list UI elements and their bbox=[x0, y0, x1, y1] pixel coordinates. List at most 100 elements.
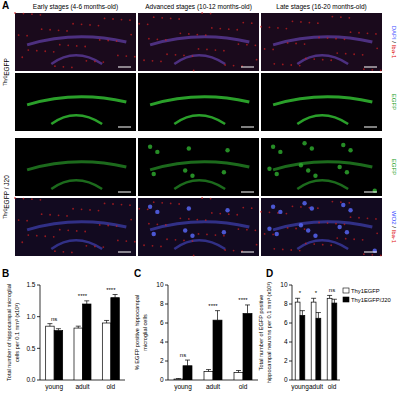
y-tick-label: 4 bbox=[284, 338, 288, 345]
cell-dot bbox=[148, 223, 150, 225]
cell-dot bbox=[161, 17, 163, 19]
error-cap bbox=[215, 310, 220, 311]
cell-dot bbox=[98, 210, 100, 212]
micrograph bbox=[261, 73, 382, 131]
micrograph-background bbox=[138, 138, 259, 196]
micrograph bbox=[15, 73, 136, 131]
plaque bbox=[190, 174, 194, 178]
cell-dot bbox=[40, 14, 42, 16]
plaque bbox=[155, 150, 159, 154]
y-tick-label: 10 bbox=[280, 281, 288, 288]
cell-dot bbox=[54, 250, 56, 252]
error-cap bbox=[104, 320, 109, 321]
cell-dot bbox=[362, 239, 364, 241]
plaque bbox=[341, 203, 345, 207]
cell-dot bbox=[125, 55, 127, 57]
cell-dot bbox=[102, 246, 104, 248]
bars bbox=[174, 305, 252, 380]
micrograph-background bbox=[261, 138, 382, 196]
cell-dot bbox=[41, 28, 43, 30]
cell-dot bbox=[18, 34, 20, 36]
cell-dot bbox=[198, 233, 200, 235]
label-part: EGFP bbox=[391, 159, 397, 175]
cell-dot bbox=[304, 228, 306, 230]
y-axis-label: microglial cells bbox=[142, 314, 148, 351]
cell-dot bbox=[76, 45, 78, 47]
plaque bbox=[337, 165, 341, 169]
y-tick-label: 0.5 bbox=[26, 345, 35, 352]
cell-dot bbox=[363, 68, 365, 70]
micrograph bbox=[15, 138, 136, 196]
cell-dot bbox=[205, 219, 207, 221]
plaque bbox=[302, 141, 306, 145]
cell-dot bbox=[59, 229, 61, 231]
bar bbox=[243, 314, 252, 381]
plaque bbox=[225, 208, 229, 212]
y-tick bbox=[289, 285, 292, 286]
error-bar bbox=[84, 301, 89, 304]
cell-dot bbox=[89, 24, 91, 26]
bars bbox=[46, 295, 120, 381]
cell-dot bbox=[219, 28, 221, 30]
cell-dot bbox=[23, 13, 25, 15]
y-tick-label: 2 bbox=[284, 357, 288, 364]
panel-label: A bbox=[2, 0, 9, 11]
cell-dot bbox=[286, 28, 288, 30]
cell-dot bbox=[375, 218, 377, 220]
error-cap bbox=[176, 378, 181, 379]
bar bbox=[46, 326, 55, 380]
cell-dot bbox=[179, 217, 181, 219]
cell-dot bbox=[272, 49, 274, 51]
error-cap bbox=[316, 312, 321, 313]
bar bbox=[54, 331, 63, 380]
cell-dot bbox=[117, 240, 119, 242]
bar bbox=[332, 303, 337, 380]
bar bbox=[74, 328, 83, 380]
cell-dot bbox=[134, 241, 136, 243]
cell-dot bbox=[183, 240, 185, 242]
cell-dot bbox=[205, 34, 207, 36]
cell-dot bbox=[246, 44, 248, 46]
hippocampus-layer bbox=[273, 37, 372, 45]
error-line bbox=[187, 360, 188, 366]
cell-dot bbox=[152, 245, 154, 247]
bar bbox=[183, 366, 192, 380]
dentate-gyrus bbox=[51, 240, 102, 249]
cell-dot bbox=[188, 218, 190, 220]
cell-dot bbox=[305, 58, 307, 60]
cell-dot bbox=[129, 19, 131, 21]
error-cap bbox=[245, 304, 250, 305]
y-tick-label: 4 bbox=[160, 338, 164, 345]
cell-dot bbox=[72, 208, 74, 210]
cell-dot bbox=[67, 44, 69, 46]
cell-dot bbox=[192, 240, 194, 242]
hippocampus-layer bbox=[273, 222, 372, 230]
micrograph bbox=[14, 197, 136, 256]
bar bbox=[295, 302, 300, 380]
y-tick bbox=[165, 323, 168, 324]
y-axis bbox=[40, 285, 41, 380]
error-cap bbox=[236, 370, 241, 371]
cell-dot bbox=[371, 254, 373, 256]
plaque bbox=[345, 170, 349, 174]
cell-dot bbox=[129, 204, 131, 206]
cell-dot bbox=[290, 249, 292, 251]
cell-dot bbox=[223, 50, 225, 52]
hippocampus-layer bbox=[150, 162, 249, 170]
error-line bbox=[313, 298, 314, 302]
cell-dot bbox=[380, 255, 382, 257]
micrograph-background bbox=[15, 138, 136, 196]
cell-dot bbox=[49, 29, 51, 31]
bar bbox=[311, 302, 316, 380]
error-cap bbox=[76, 326, 81, 327]
dentate-gyrus bbox=[174, 55, 225, 64]
cell-dot bbox=[376, 232, 378, 234]
cell-dot bbox=[94, 61, 96, 63]
cell-dot bbox=[260, 211, 262, 213]
cell-dot bbox=[130, 34, 132, 36]
error-bar bbox=[311, 298, 316, 302]
cell-dot bbox=[49, 214, 51, 216]
plaque bbox=[278, 210, 282, 214]
cell-dot bbox=[175, 239, 177, 241]
cell-dot bbox=[143, 244, 145, 246]
